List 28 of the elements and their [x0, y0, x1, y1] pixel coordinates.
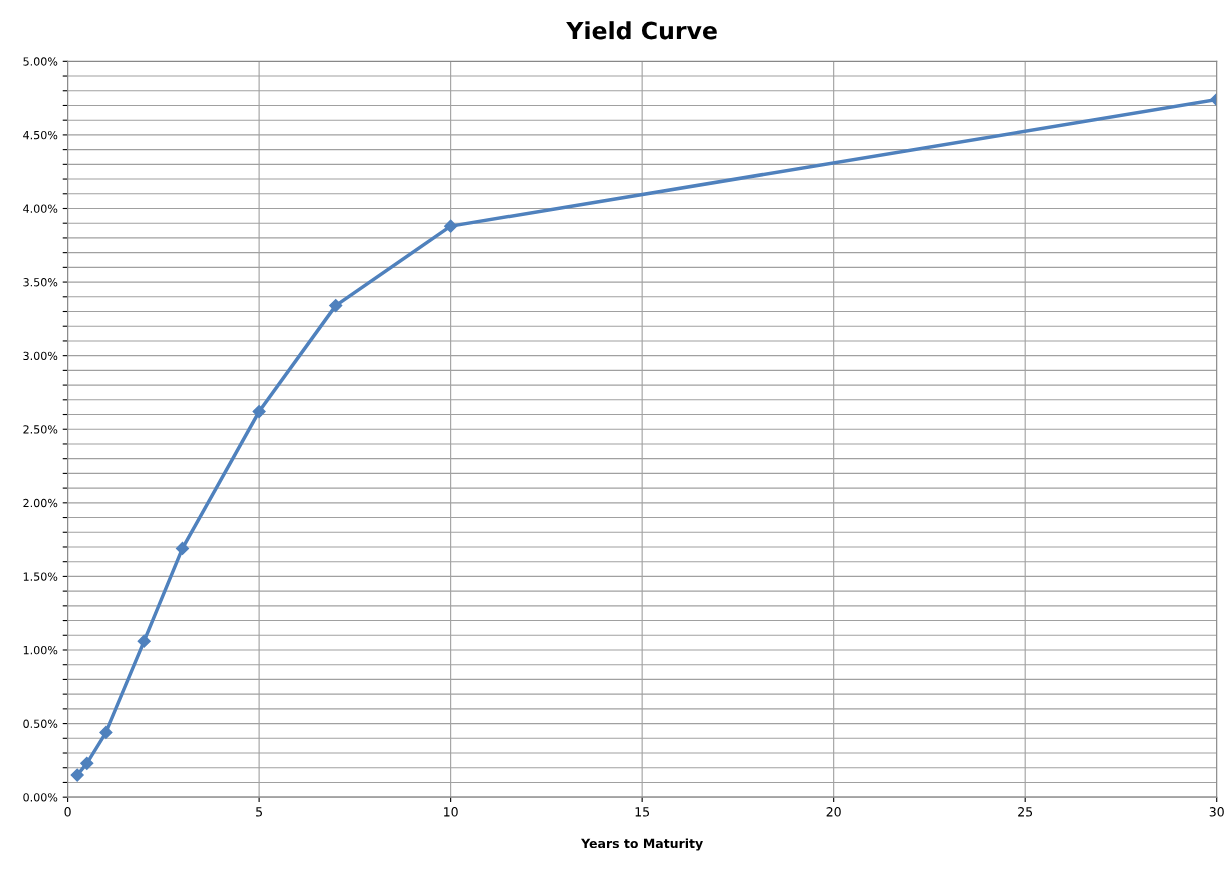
point [70, 768, 84, 782]
x-tick-label: 15 [635, 807, 650, 817]
point [329, 299, 343, 313]
y-tick-label: 3.00% [23, 351, 58, 361]
x-tick-label: 5 [256, 807, 262, 817]
x-tick-label: 30 [1209, 807, 1224, 817]
point [444, 219, 458, 233]
x-tick-label: 10 [444, 807, 458, 817]
x-tick-label: 0 [64, 807, 71, 817]
x-axis-title: Years to Maturity [581, 838, 703, 851]
point [99, 725, 113, 739]
point [80, 756, 94, 770]
y-tick-label: 4.00% [23, 204, 58, 213]
y-tick-label: 4.50% [23, 130, 58, 140]
y-tick-label: 1.50% [23, 572, 58, 581]
x-tick-label: 25 [1018, 807, 1033, 817]
point [175, 541, 190, 556]
y-tick-label: 2.50% [23, 425, 58, 434]
y-tick-label: 0.00% [23, 793, 58, 802]
y-tick-label: 1.00% [23, 645, 58, 655]
y-tick-label: 3.50% [23, 278, 58, 287]
x-tick-label: 20 [826, 807, 841, 817]
y-tick-label: 0.50% [23, 719, 58, 728]
point [137, 634, 151, 648]
point [252, 404, 266, 419]
y-tick-label: 5.00% [23, 57, 58, 66]
chart-title: Yield Curve [566, 21, 717, 40]
y-tick-label: 2.00% [23, 498, 58, 508]
